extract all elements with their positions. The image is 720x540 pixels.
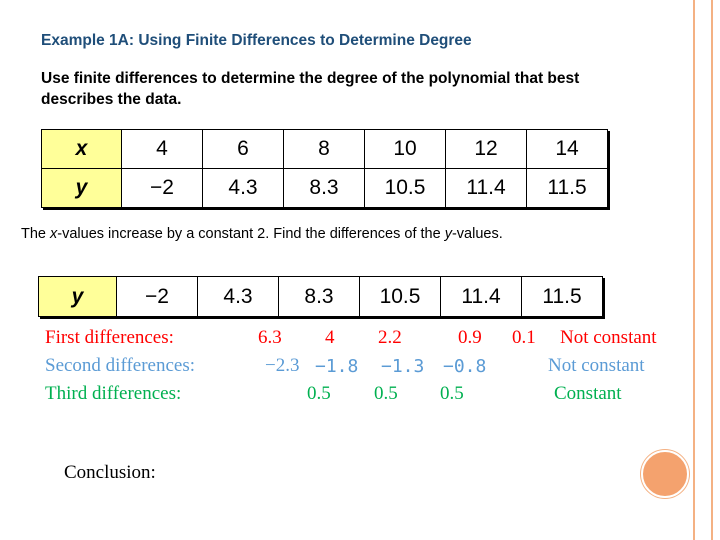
table-row-y: y −2 4.3 8.3 10.5 11.4 11.5 xyxy=(38,276,603,317)
note-text: The xyxy=(21,226,51,242)
difference-value: 0.9 xyxy=(458,327,482,348)
difference-value: −0.8 xyxy=(443,356,487,377)
y-value-cell: 11.4 xyxy=(445,168,527,208)
table-row-x: x 4 6 8 10 12 14 xyxy=(41,129,608,169)
decorative-circle xyxy=(641,450,689,498)
y-value-cell: 4.3 xyxy=(202,168,284,208)
y-value-cell: −2 xyxy=(116,276,198,317)
table-row-y: y −2 4.3 8.3 10.5 11.4 11.5 xyxy=(41,168,608,208)
difference-value: −1.3 xyxy=(381,356,425,377)
difference-value: 6.3 xyxy=(258,327,282,348)
note-y-variable: y xyxy=(444,226,452,242)
constant-step-note: The x-values increase by a constant 2. F… xyxy=(21,226,503,242)
y-value-cell: 8.3 xyxy=(278,276,360,317)
frame-line-left xyxy=(693,0,695,540)
y-header-cell: y xyxy=(41,168,122,208)
difference-value: 0.5 xyxy=(307,383,331,404)
y-value-cell: 8.3 xyxy=(283,168,365,208)
conclusion-label: Conclusion: xyxy=(64,462,156,483)
second-differences-label: Second differences: xyxy=(45,355,196,376)
xy-data-table: x 4 6 8 10 12 14 y −2 4.3 8.3 10.5 11.4 … xyxy=(41,129,608,208)
third-differences-row: Third differences: 0.5 0.5 0.5 Constant xyxy=(45,383,705,409)
first-differences-row: First differences: 6.3 4 2.2 0.9 0.1 Not… xyxy=(45,327,705,353)
frame-line-right xyxy=(711,0,713,540)
y-header-cell: y xyxy=(38,276,117,317)
y-value-cell: 10.5 xyxy=(364,168,446,208)
difference-value: 2.2 xyxy=(378,327,402,348)
third-differences-result: Constant xyxy=(554,383,622,404)
instruction-text: Use finite differences to determine the … xyxy=(41,70,580,108)
difference-value: 0.5 xyxy=(440,383,464,404)
x-value-cell: 6 xyxy=(202,129,284,169)
difference-value: 0.1 xyxy=(512,327,536,348)
slide-title: Example 1A: Using Finite Differences to … xyxy=(41,32,472,49)
x-value-cell: 10 xyxy=(364,129,446,169)
y-value-cell: 11.5 xyxy=(521,276,603,317)
x-value-cell: 4 xyxy=(121,129,203,169)
difference-value: 0.5 xyxy=(374,383,398,404)
note-text: -values. xyxy=(451,226,503,242)
first-differences-result: Not constant xyxy=(560,327,657,348)
difference-value: −2.3 xyxy=(265,355,300,376)
x-header-cell: x xyxy=(41,129,122,169)
y-value-cell: 10.5 xyxy=(359,276,441,317)
note-text: -values increase by a constant 2. Find t… xyxy=(57,226,445,242)
note-x-variable: x xyxy=(50,226,58,242)
y-values-table: y −2 4.3 8.3 10.5 11.4 11.5 xyxy=(38,276,603,317)
x-value-cell: 12 xyxy=(445,129,527,169)
y-value-cell: 11.5 xyxy=(526,168,608,208)
y-value-cell: 11.4 xyxy=(440,276,522,317)
third-differences-label: Third differences: xyxy=(45,383,182,404)
x-value-cell: 14 xyxy=(526,129,608,169)
x-value-cell: 8 xyxy=(283,129,365,169)
second-differences-result: Not constant xyxy=(548,355,645,376)
difference-value: −1.8 xyxy=(315,356,359,377)
y-value-cell: −2 xyxy=(121,168,203,208)
first-differences-label: First differences: xyxy=(45,327,174,348)
y-value-cell: 4.3 xyxy=(197,276,279,317)
difference-value: 4 xyxy=(325,327,335,348)
second-differences-row: Second differences: −2.3 −1.8 −1.3 −0.8 … xyxy=(45,355,705,381)
